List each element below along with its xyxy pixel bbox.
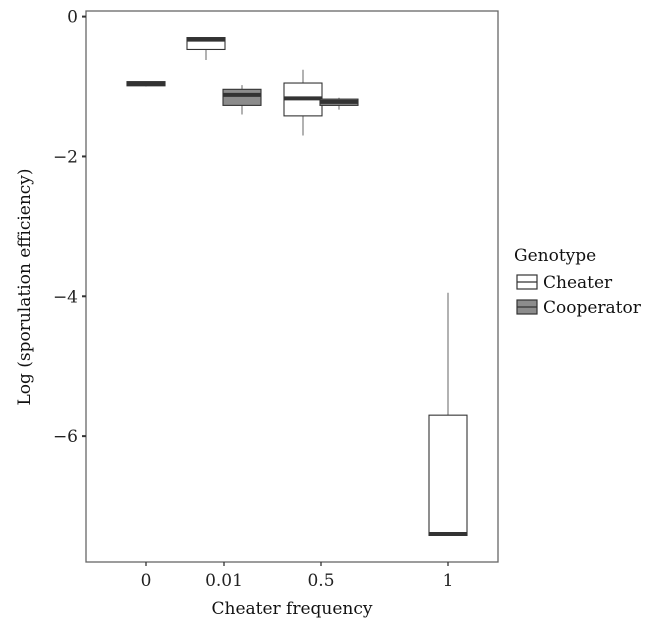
y-tick-label-3: −6 (53, 427, 78, 447)
x-tick-label-3: 1 (443, 571, 454, 591)
box-cooperator-0 (126, 81, 166, 87)
box-body (222, 88, 262, 106)
box-cheater-0 (186, 37, 226, 60)
x-tick-label-1: 0.01 (205, 571, 243, 591)
box-cheater-1 (283, 69, 323, 136)
box-cheater-2 (428, 292, 468, 537)
y-axis-title: Log (sporulation efficiency) (15, 168, 35, 405)
x-tick-label-2: 0.5 (307, 571, 334, 591)
x-axis: 0 0.01 0.5 1 (141, 562, 454, 591)
box-cooperator-1 (222, 85, 262, 115)
legend-title: Genotype (514, 246, 596, 266)
legend-label-cooperator: Cooperator (543, 298, 642, 318)
legend: Genotype Cheater Cooperator (514, 246, 642, 318)
legend-label-cheater: Cheater (543, 273, 613, 293)
box-body (428, 414, 468, 536)
plot-panel (85, 10, 499, 563)
box-cooperator-2 (319, 97, 359, 110)
y-tick-label-2: −4 (53, 287, 78, 307)
y-axis: 0 −2 −4 −6 (53, 8, 86, 447)
legend-item-cheater: Cheater (516, 273, 613, 293)
y-tick-label-1: −2 (53, 147, 78, 167)
x-axis-title: Cheater frequency (211, 599, 372, 619)
y-tick-label-0: 0 (67, 8, 78, 28)
box-body (186, 37, 226, 51)
x-tick-label-0: 0 (141, 571, 152, 591)
legend-item-cooperator: Cooperator (516, 298, 642, 318)
plot-marks (126, 37, 468, 537)
